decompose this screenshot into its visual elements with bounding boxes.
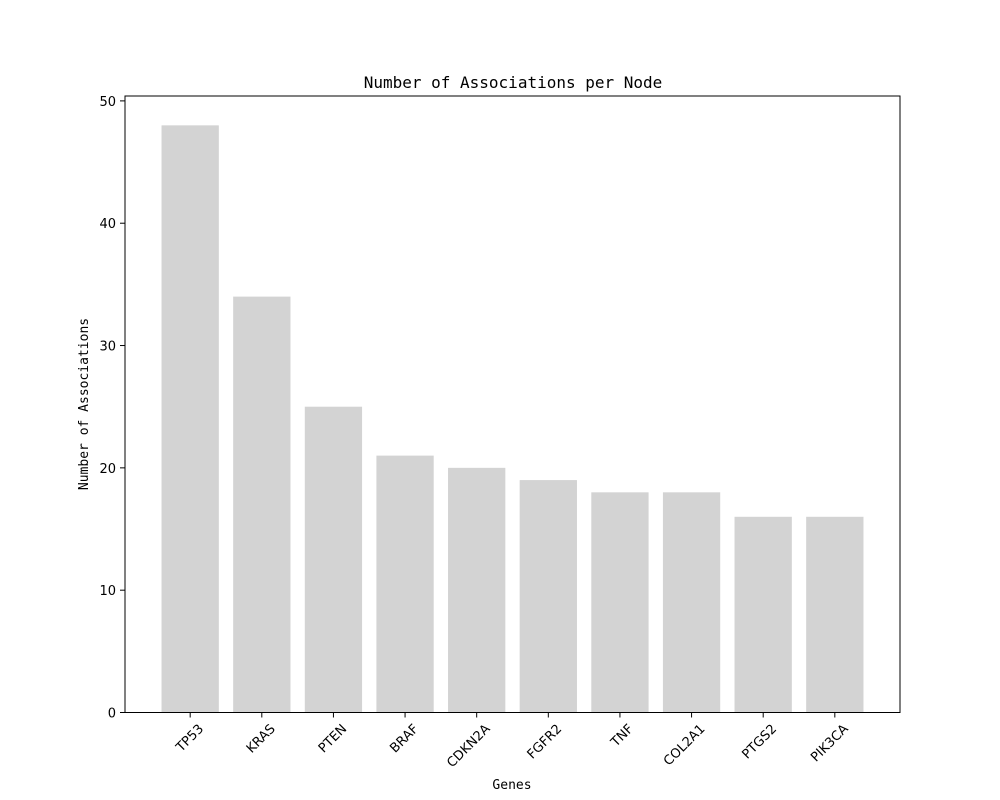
y-tick-label: 20 xyxy=(99,462,116,477)
bar-fgfr2 xyxy=(519,480,577,713)
x-tick-label: TP53 xyxy=(173,722,207,756)
y-tick-label: 10 xyxy=(99,584,116,599)
x-tick-label: BRAF xyxy=(387,722,422,757)
bar-col2a1 xyxy=(662,492,721,713)
x-tick-label: FGFR2 xyxy=(525,722,566,763)
bars-group xyxy=(161,125,864,713)
y-tick-label: 40 xyxy=(99,217,116,232)
x-tick-label: TNF xyxy=(608,722,637,751)
plot-frame xyxy=(124,95,901,713)
y-tick-label: 30 xyxy=(99,340,116,355)
y-axis-label: Number of Associations xyxy=(77,318,92,490)
bar-tp53 xyxy=(161,125,219,713)
y-tick-label: 50 xyxy=(99,95,116,110)
x-tick-label: COL2A1 xyxy=(661,722,708,769)
x-axis: TP53 KRAS PTEN BRAF CDKN2A FGFR2 TNF COL2A1 PTGS… xyxy=(173,712,852,771)
bar-kras xyxy=(233,296,291,713)
x-tick-label: PIK3CA xyxy=(808,722,852,766)
x-tick-label: PTEN xyxy=(316,722,350,756)
y-axis: 0 10 20 30 40 50 xyxy=(99,95,125,722)
x-tick-label: PTGS2 xyxy=(739,722,780,763)
bar-cdkn2a xyxy=(448,467,506,713)
bar-braf xyxy=(376,455,434,713)
bar-tnf xyxy=(591,492,649,713)
bar-pten xyxy=(304,406,363,713)
chart-title: Number of Associations per Node xyxy=(364,73,663,92)
y-tick-label: 0 xyxy=(108,707,116,722)
bar-ptgs2 xyxy=(734,516,792,713)
x-axis-label: Genes xyxy=(492,778,531,793)
bar-pik3ca xyxy=(806,516,864,713)
x-tick-label: KRAS xyxy=(244,722,279,757)
x-tick-label: CDKN2A xyxy=(444,722,493,771)
